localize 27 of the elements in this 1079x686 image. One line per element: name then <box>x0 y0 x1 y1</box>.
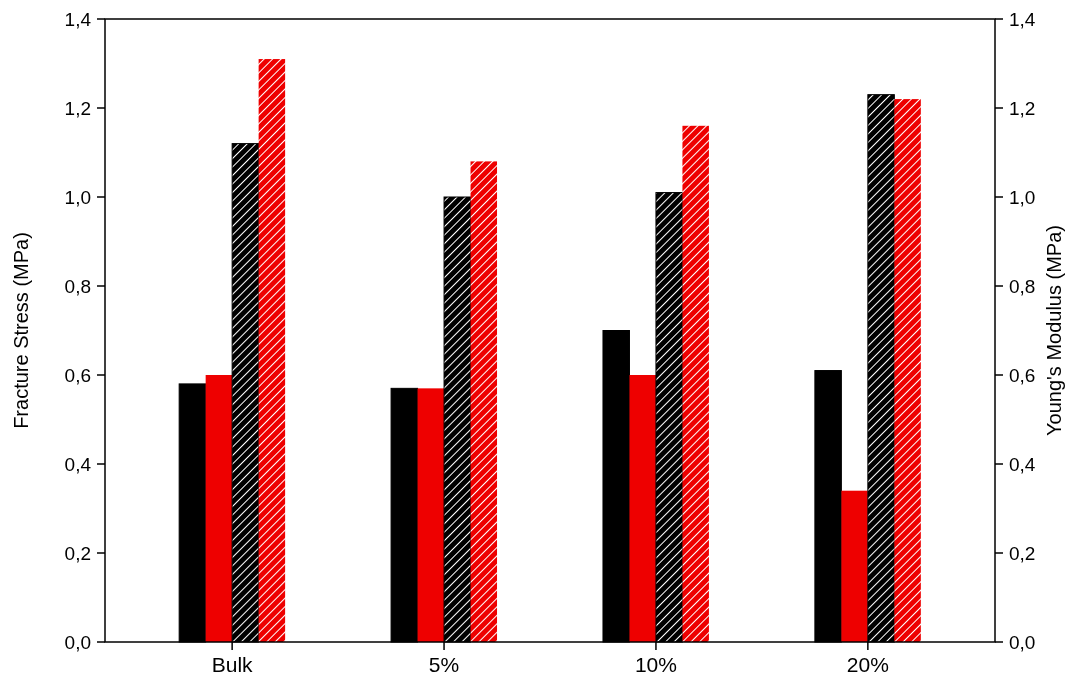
y2-tick-label: 0,4 <box>1009 453 1036 475</box>
x-tick-label: 10% <box>634 653 677 676</box>
y2-tick-label: 0,0 <box>1009 631 1036 653</box>
bar <box>894 99 921 642</box>
y-tick-label: 1,0 <box>64 186 91 208</box>
bar <box>682 125 709 642</box>
y2-tick-label: 0,8 <box>1009 275 1036 297</box>
y-tick-label: 1,2 <box>64 97 91 119</box>
y-tick-label: 0,8 <box>64 275 91 297</box>
x-tick-label: 20% <box>846 653 889 676</box>
x-tick-label: Bulk <box>211 653 254 676</box>
y2-tick-label: 0,6 <box>1009 364 1036 386</box>
y2-tick-label: 1,4 <box>1009 8 1036 30</box>
y-tick-label: 0,4 <box>64 453 92 475</box>
y-tick-label: 0,2 <box>64 542 91 564</box>
bar <box>258 59 286 642</box>
bar <box>470 161 498 642</box>
y2-tick-label: 0,2 <box>1009 542 1036 564</box>
y-tick-label: 1,4 <box>64 8 92 30</box>
bar <box>841 490 868 642</box>
y2-tick-label: 1,2 <box>1009 97 1036 119</box>
x-tick-label: 5% <box>428 653 460 676</box>
y2-tick-label: 1,0 <box>1009 186 1036 208</box>
y-axis-title: Fracture Stress (MPa) <box>10 232 32 429</box>
y-tick-label: 0,0 <box>64 631 91 653</box>
y2-axis-title: Young's Modulus (MPa) <box>1043 225 1065 436</box>
y-tick-label: 0,6 <box>64 364 91 386</box>
